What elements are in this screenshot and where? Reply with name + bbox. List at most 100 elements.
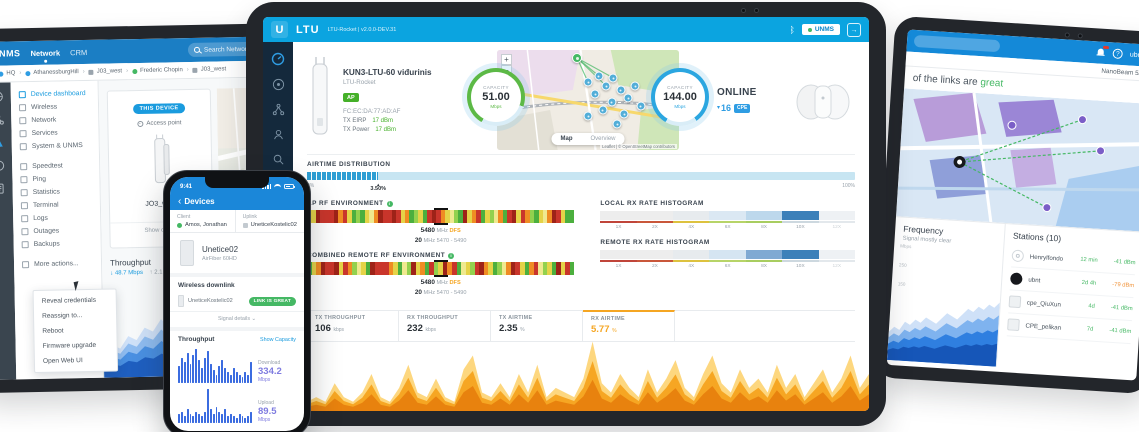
breadcrumb-item[interactable]: › Frederic Chopin <box>126 67 183 75</box>
logout-icon[interactable] <box>847 22 861 37</box>
nav-item[interactable]: Network <box>30 47 61 58</box>
breadcrumb-item[interactable]: › J03_west <box>186 66 227 74</box>
client-label: Client <box>177 214 191 220</box>
cpe-marker[interactable] <box>590 89 600 99</box>
cpe-marker[interactable] <box>630 81 640 91</box>
station-uptime: 4d <box>1088 303 1095 310</box>
breadcrumb-item[interactable]: › HQ <box>0 70 15 77</box>
stations-list: Henrylfondo 12 min -41 dBm ubnt 2d 4h -7… <box>1006 244 1137 345</box>
dropdown-item[interactable]: Firmware upgrade <box>42 341 97 350</box>
cpe-marker[interactable] <box>608 73 618 83</box>
uplink-value: UneticeKostelic02 <box>250 222 297 228</box>
logs-icon[interactable] <box>0 183 6 195</box>
dashboard-icon[interactable] <box>0 91 4 103</box>
alerts-icon[interactable] <box>0 160 5 172</box>
breadcrumb-item[interactable]: › AthanessburgHill <box>19 69 79 77</box>
app-title: LTU <box>296 23 320 36</box>
dropdown-item[interactable]: Reassign to... <box>41 312 83 320</box>
stat-tab[interactable]: TX AIRTIME 2.35 % <box>491 311 583 342</box>
station-uptime: 12 min <box>1080 256 1098 264</box>
search-input[interactable] <box>913 34 1001 53</box>
airos-tablet: ? ubnt ⌄ NanoBeam 5AC of the links are g… <box>872 15 1139 395</box>
users-icon[interactable] <box>272 128 285 141</box>
cell-signal-icon <box>262 184 271 189</box>
sites-icon[interactable] <box>0 114 4 126</box>
tx-eirp-value: 17 dBm <box>372 117 394 124</box>
back-icon[interactable]: ‹ <box>178 195 182 207</box>
cpe-marker[interactable] <box>583 111 593 121</box>
coverage-map[interactable] <box>896 88 1139 232</box>
stat-tab[interactable]: RX THROUGHPUT 232 kbps <box>399 311 491 342</box>
ap-marker[interactable] <box>572 53 583 63</box>
device-info: KUN3-LTU-60 viđurinis LTU-Rocket AP FC:E… <box>343 68 459 133</box>
signal-details-link[interactable]: Signal details ⌄ <box>170 312 304 331</box>
device-name: KUN3-LTU-60 viđurinis <box>343 67 432 77</box>
cpe-marker[interactable] <box>616 85 626 95</box>
device-thumbnail <box>180 240 194 266</box>
downlink-row[interactable]: UneticeKostelic02 LINK IS GREAT <box>170 293 304 312</box>
dashboard-icon[interactable] <box>271 52 285 66</box>
airtime-title: AIRTIME DISTRIBUTION <box>307 161 391 168</box>
stat-tab[interactable]: RX AIRTIME 5.77 % <box>583 310 675 342</box>
channel-marker <box>433 208 448 225</box>
station-signal: -41 dBm <box>1109 327 1132 336</box>
download-label: Download <box>258 360 281 366</box>
topology-icon[interactable] <box>272 103 285 116</box>
overview-tab[interactable]: Overview <box>590 136 616 142</box>
cpe-marker[interactable] <box>594 71 604 81</box>
nav-item[interactable]: CRM <box>70 47 88 57</box>
devices-map[interactable]: + − Map Overview Leaflet | © OpenStreetM… <box>497 50 679 150</box>
phone-nav-bar: ‹ Devices <box>170 193 304 210</box>
client-icon <box>177 222 182 228</box>
breadcrumb-icon <box>132 68 138 74</box>
zoom-in-button[interactable]: + <box>501 54 512 65</box>
device-summary[interactable]: Unetice02 AirFiber 60HD <box>170 233 304 277</box>
airtime-marker: 3.50% <box>370 183 386 192</box>
airtime-distribution-section: AIRTIME DISTRIBUTION 0% 3.50% 100% <box>307 161 855 193</box>
station-uptime: 2d 4h <box>1081 279 1097 287</box>
bluetooth-icon[interactable]: ᛒ <box>789 24 795 35</box>
station-uptime: 7d <box>1086 326 1094 333</box>
info-icon[interactable]: i <box>448 252 455 259</box>
search-icon[interactable] <box>272 153 285 166</box>
cpe-marker[interactable] <box>607 97 617 107</box>
stat-tab[interactable]: TX THROUGHPUT 106 kbps <box>307 311 399 342</box>
device-model: LTU-Rocket <box>343 78 376 86</box>
station-avatar <box>1011 249 1025 263</box>
station-signal: -41 dBm <box>1113 258 1136 267</box>
ap-rf-environment: AP RF ENVIRONMENT i 5480 MHz DFS 20 MHz 5… <box>307 200 575 245</box>
breadcrumb-item[interactable]: › J03_west <box>82 68 123 76</box>
download-chart <box>178 349 253 383</box>
stations-card: Stations (10) Henrylfondo 12 min -41 dBm <box>997 224 1139 376</box>
user-menu[interactable]: ubnt ⌄ <box>1129 50 1139 59</box>
wifi-icon <box>274 184 281 189</box>
station-signal: -41 dBm <box>1110 304 1133 313</box>
station-name: CPE_pelikan66 <box>1025 321 1062 332</box>
nav-title[interactable]: Devices <box>184 197 215 206</box>
unms-logo: UNMS <box>0 48 21 59</box>
upload-label: Upload <box>258 400 274 406</box>
show-capacity-link[interactable]: Show Capacity <box>260 336 296 343</box>
help-icon[interactable]: ? <box>1112 48 1124 60</box>
unms-side-menu: Device dashboard Wireless Network Services S… <box>10 80 119 380</box>
ltu-screen: U LTU LTU-Rocket | v2.0.0-DEV.31 ᛒ UNMS <box>263 17 869 411</box>
map-tab[interactable]: Map <box>560 136 573 142</box>
notifications-bell-icon[interactable] <box>1097 44 1111 58</box>
cpe-marker[interactable] <box>623 93 633 103</box>
menu-item-more-actions[interactable]: More actions... <box>14 257 101 272</box>
dropdown-item[interactable]: Reveal credentials <box>41 296 97 305</box>
cpe-marker[interactable] <box>601 81 611 91</box>
cpe-marker[interactable] <box>583 77 593 87</box>
download-value: 334.2 <box>258 366 282 377</box>
cpe-marker[interactable] <box>636 101 646 111</box>
cpe-marker[interactable] <box>619 109 629 119</box>
cpe-marker[interactable] <box>612 119 622 129</box>
dropdown-item[interactable]: Open Web UI <box>42 357 83 365</box>
this-device-badge: THIS DEVICE <box>132 103 186 115</box>
cpe-marker[interactable] <box>598 105 608 115</box>
info-icon[interactable]: i <box>386 200 393 207</box>
devices-icon[interactable] <box>0 137 5 149</box>
unms-status-pill[interactable]: UNMS <box>801 24 840 35</box>
wireless-icon[interactable] <box>272 78 285 91</box>
dropdown-item[interactable]: Reboot <box>42 327 64 335</box>
